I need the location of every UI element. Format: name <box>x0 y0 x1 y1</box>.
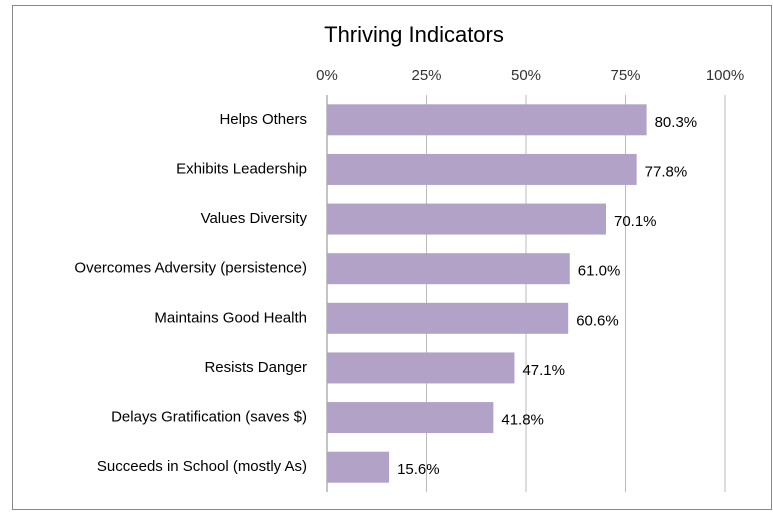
bar <box>327 402 494 434</box>
value-label: 77.8% <box>645 163 688 180</box>
value-label: 70.1% <box>614 213 657 230</box>
x-tick-label: 75% <box>610 67 640 84</box>
bar <box>327 352 515 384</box>
value-label: 80.3% <box>655 114 698 131</box>
bar <box>327 302 569 334</box>
y-tick-label: Delays Gratification (saves $) <box>111 409 307 426</box>
bar <box>327 253 570 285</box>
chart-title: Thriving Indicators <box>324 22 504 47</box>
value-label: 61.0% <box>578 263 621 280</box>
value-label: 47.1% <box>522 362 565 379</box>
bar <box>327 451 390 483</box>
x-tick-label: 0% <box>316 67 338 84</box>
value-label: 41.8% <box>501 412 544 429</box>
bar <box>327 104 647 136</box>
value-label: 60.6% <box>576 312 619 329</box>
y-tick-label: Helps Others <box>219 111 307 128</box>
x-tick-label: 25% <box>411 67 441 84</box>
bar <box>327 203 606 235</box>
y-tick-label: Overcomes Adversity (persistence) <box>74 260 307 277</box>
y-tick-label: Succeeds in School (mostly As) <box>97 458 307 475</box>
y-tick-label: Exhibits Leadership <box>176 160 307 177</box>
value-label: 15.6% <box>397 461 440 478</box>
y-tick-label: Values Diversity <box>201 210 308 227</box>
bar <box>327 153 637 185</box>
x-tick-label: 50% <box>511 67 541 84</box>
x-tick-label: 100% <box>706 67 744 84</box>
y-tick-label: Maintains Good Health <box>154 309 307 326</box>
y-tick-label: Resists Danger <box>204 359 307 376</box>
